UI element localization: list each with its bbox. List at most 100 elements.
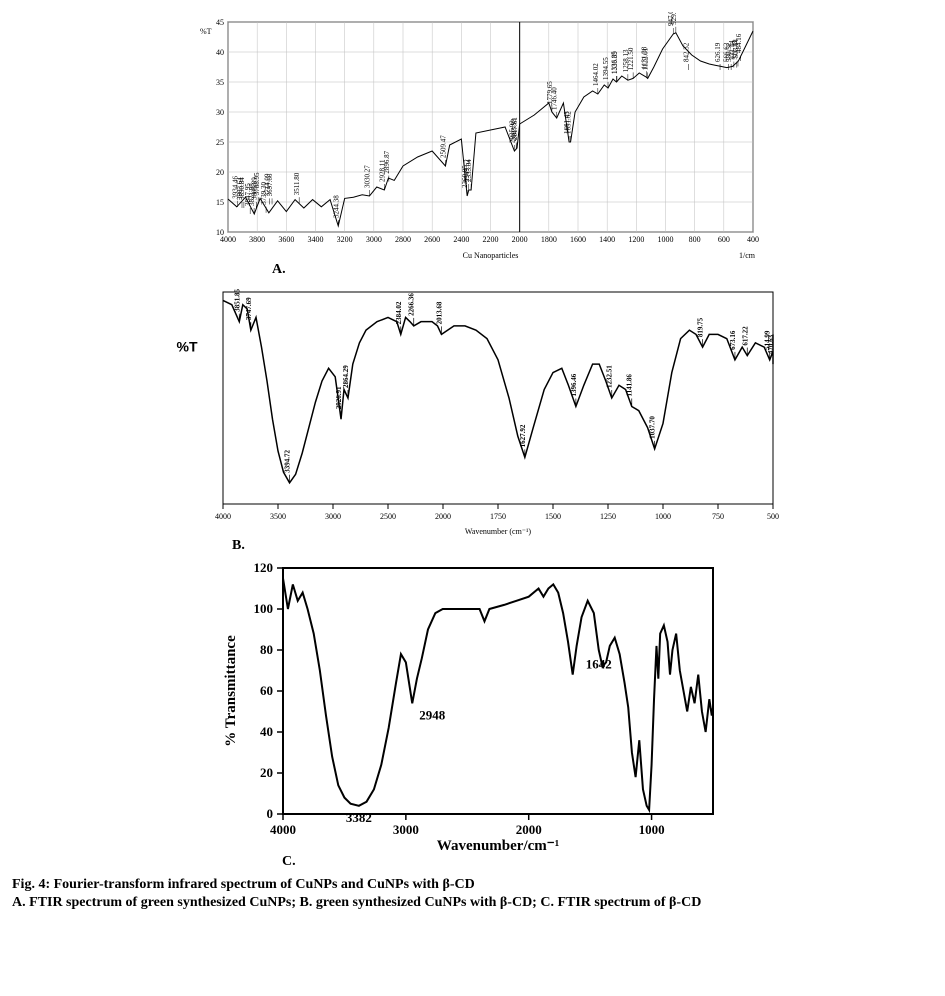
svg-text:1000: 1000 (638, 822, 664, 837)
svg-text:1627.92: 1627.92 (518, 424, 526, 447)
svg-text:1642: 1642 (585, 657, 611, 672)
figure-4: 1015202530354045400038003600340032003000… (12, 12, 933, 870)
svg-text:1600: 1600 (570, 235, 586, 244)
svg-text:4000: 4000 (270, 822, 296, 837)
svg-text:3200: 3200 (336, 235, 352, 244)
svg-text:2896.87: 2896.87 (382, 150, 390, 173)
svg-text:1800: 1800 (540, 235, 556, 244)
panel-b-label: B. (232, 538, 245, 554)
svg-text:1750: 1750 (490, 512, 506, 521)
svg-text:3030.27: 3030.27 (363, 165, 371, 188)
panel-a-label: A. (272, 262, 286, 278)
svg-text:1651.62: 1651.62 (564, 111, 572, 134)
svg-text:40: 40 (260, 724, 273, 739)
svg-text:2200: 2200 (482, 235, 498, 244)
svg-text:673.16: 673.16 (728, 330, 736, 350)
svg-text:2864.29: 2864.29 (341, 365, 349, 388)
svg-text:2333.04: 2333.04 (465, 159, 473, 182)
svg-text:1/cm: 1/cm (739, 251, 756, 260)
svg-text:1141.86: 1141.86 (625, 374, 633, 397)
svg-text:1333.39: 1333.39 (610, 51, 618, 74)
svg-text:3697.66: 3697.66 (266, 173, 274, 196)
svg-text:% Transmittance: % Transmittance (223, 635, 239, 747)
svg-text:3500: 3500 (270, 512, 286, 521)
svg-text:35: 35 (216, 78, 224, 87)
svg-text:800: 800 (688, 235, 700, 244)
svg-text:2384.02: 2384.02 (394, 301, 402, 324)
svg-text:%T: %T (200, 27, 212, 36)
svg-text:626.19: 626.19 (714, 42, 722, 62)
figure-caption: Fig. 4: Fourier-transform infrared spect… (12, 876, 933, 912)
svg-text:929.72: 929.72 (669, 12, 677, 25)
svg-text:1464.02: 1464.02 (591, 63, 599, 86)
svg-text:617.22: 617.22 (741, 326, 749, 346)
svg-text:1746.40: 1746.40 (550, 87, 558, 110)
caption-line-1: Fig. 4: Fourier-transform infrared spect… (12, 876, 933, 894)
svg-text:1500: 1500 (545, 512, 561, 521)
svg-text:2800: 2800 (395, 235, 411, 244)
svg-text:2000: 2000 (511, 235, 527, 244)
svg-text:2266.36: 2266.36 (407, 293, 415, 316)
svg-text:3800: 3800 (249, 235, 265, 244)
svg-text:Wavenumber/cm⁻¹: Wavenumber/cm⁻¹ (436, 838, 558, 854)
svg-text:3747.69: 3747.69 (244, 297, 252, 320)
svg-text:2500: 2500 (380, 512, 396, 521)
svg-text:40: 40 (216, 48, 224, 57)
svg-text:3851.85: 3851.85 (233, 288, 241, 311)
svg-text:Cu Nanoparticles: Cu Nanoparticles (462, 251, 518, 260)
svg-text:2000: 2000 (515, 822, 541, 837)
svg-text:2948: 2948 (419, 707, 446, 722)
panel-c-label: C. (282, 854, 296, 870)
svg-text:1221.50: 1221.50 (627, 47, 635, 70)
svg-text:3394.72: 3394.72 (283, 450, 291, 473)
svg-text:80: 80 (260, 642, 273, 657)
svg-text:3400: 3400 (307, 235, 323, 244)
svg-text:600: 600 (717, 235, 729, 244)
svg-text:0: 0 (266, 806, 273, 821)
svg-text:1000: 1000 (655, 512, 671, 521)
svg-text:30: 30 (216, 108, 224, 117)
svg-text:1396.46: 1396.46 (569, 373, 577, 396)
svg-text:15: 15 (216, 198, 224, 207)
svg-text:2509.47: 2509.47 (439, 135, 447, 158)
svg-text:1037.70: 1037.70 (648, 416, 656, 439)
svg-text:4000: 4000 (220, 235, 236, 244)
svg-text:%T: %T (176, 338, 197, 354)
svg-text:2000: 2000 (435, 512, 451, 521)
svg-text:60: 60 (260, 683, 273, 698)
svg-text:2600: 2600 (424, 235, 440, 244)
ftir-spectrum-cunps-bcd: 4000350030002500200017501500125010007505… (153, 278, 793, 538)
svg-text:1394.55: 1394.55 (602, 57, 610, 80)
svg-text:842.32: 842.32 (682, 42, 690, 62)
svg-text:2400: 2400 (453, 235, 469, 244)
svg-text:45: 45 (216, 18, 224, 27)
svg-text:1232.51: 1232.51 (605, 365, 613, 388)
svg-text:400: 400 (747, 235, 759, 244)
svg-text:3000: 3000 (365, 235, 381, 244)
ftir-spectrum-cunps: 1015202530354045400038003600340032003000… (173, 12, 773, 262)
svg-text:500: 500 (767, 512, 779, 521)
svg-text:25: 25 (216, 138, 224, 147)
svg-text:484.16: 484.16 (734, 33, 742, 53)
svg-text:4000: 4000 (215, 512, 231, 521)
svg-text:2926.91: 2926.91 (335, 386, 343, 409)
svg-text:120: 120 (253, 560, 273, 575)
svg-text:20: 20 (216, 168, 224, 177)
svg-text:3244.38: 3244.38 (332, 195, 340, 218)
ftir-spectrum-bcd: 0 20 40 60 80 100 120 4000 3000 2000 1000 % Transmi… (213, 554, 733, 854)
svg-text:1400: 1400 (599, 235, 615, 244)
svg-text:100: 100 (253, 601, 273, 616)
svg-text:1250: 1250 (600, 512, 616, 521)
svg-text:1000: 1000 (657, 235, 673, 244)
svg-text:3382: 3382 (345, 810, 371, 825)
svg-text:3600: 3600 (278, 235, 294, 244)
svg-text:2017.61: 2017.61 (511, 117, 519, 140)
svg-text:819.75: 819.75 (696, 317, 704, 337)
svg-text:1122.61: 1122.61 (641, 47, 649, 70)
svg-text:750: 750 (712, 512, 724, 521)
svg-text:3000: 3000 (392, 822, 418, 837)
caption-line-2: A. FTIR spectrum of green synthesized Cu… (12, 894, 933, 912)
svg-text:2013.68: 2013.68 (435, 301, 443, 324)
svg-text:470.63: 470.63 (767, 334, 775, 354)
svg-text:20: 20 (260, 765, 273, 780)
